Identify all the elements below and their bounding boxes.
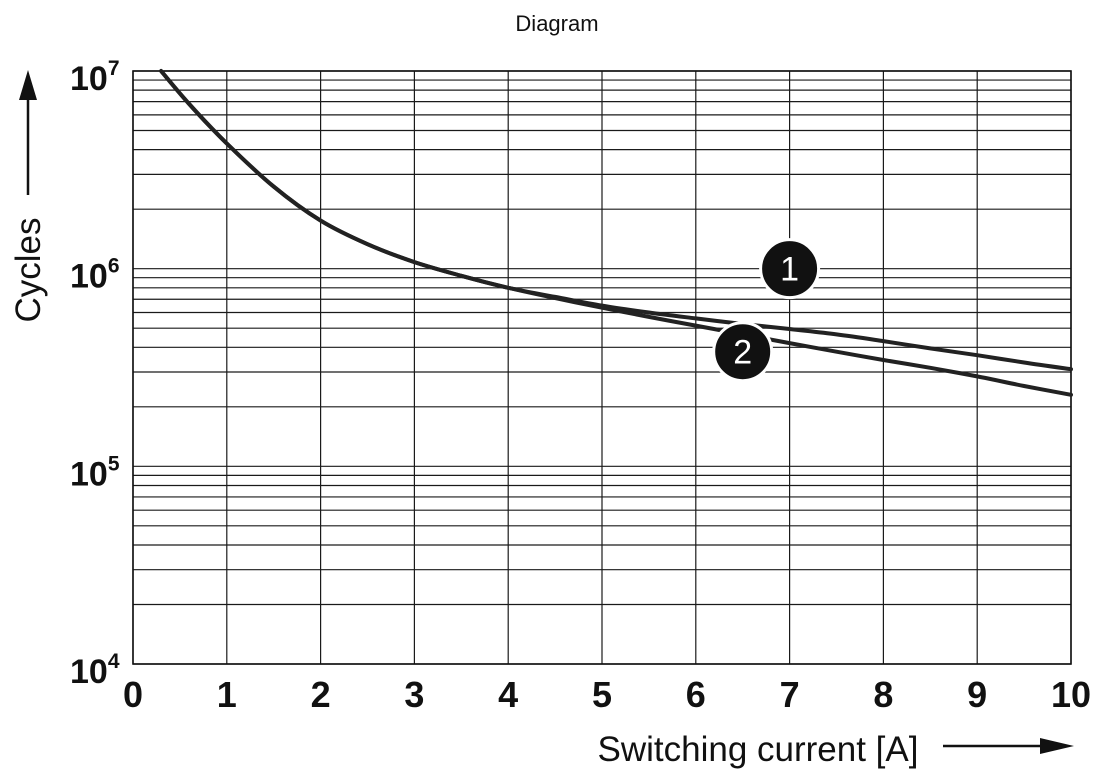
x-tick-label: 6 (686, 674, 706, 715)
x-tick-label: 0 (123, 674, 143, 715)
x-axis-label: Switching current [A] (598, 730, 919, 769)
y-tick-label: 104 (70, 650, 120, 691)
x-tick-labels: 0 1 2 3 4 5 6 7 8 9 10 (123, 674, 1091, 715)
curve-marker-1: 1 (759, 238, 821, 300)
y-tick-label: 107 (70, 57, 120, 98)
y-tick-label: 105 (70, 452, 120, 493)
x-tick-label: 3 (404, 674, 424, 715)
x-tick-label: 4 (498, 674, 518, 715)
marker-label: 2 (733, 334, 752, 372)
y-axis-label: Cycles (9, 217, 48, 322)
x-tick-label: 1 (217, 674, 237, 715)
x-tick-label: 10 (1051, 674, 1091, 715)
x-tick-label: 7 (780, 674, 800, 715)
chart-title: Diagram (515, 11, 598, 36)
series-line-1 (159, 69, 1073, 372)
marker-circle (712, 321, 774, 383)
marker-label: 1 (780, 251, 799, 289)
x-tick-label: 9 (967, 674, 987, 715)
y-tick-label: 106 (70, 255, 120, 296)
curve-markers: 12 (712, 238, 821, 383)
curves (159, 69, 1073, 397)
x-tick-label: 2 (311, 674, 331, 715)
x-axis-arrow (943, 738, 1074, 754)
y-tick-labels: 104 105 106 107 (70, 57, 120, 691)
curve-marker-2: 2 (712, 321, 774, 383)
x-tick-label: 5 (592, 674, 612, 715)
y-axis-arrow (19, 70, 37, 195)
series-line-2 (159, 69, 1073, 397)
plot-grid (132, 70, 1072, 665)
marker-circle (759, 238, 821, 300)
x-tick-label: 8 (873, 674, 893, 715)
